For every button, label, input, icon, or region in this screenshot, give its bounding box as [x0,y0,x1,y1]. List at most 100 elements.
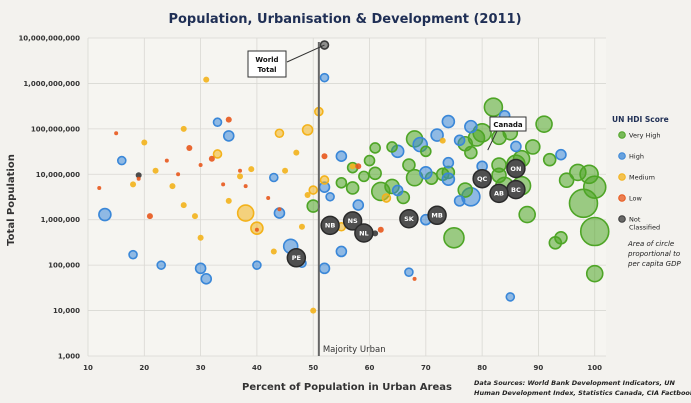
data-points [97,40,610,314]
y-tick-label: 100,000 [48,262,80,270]
data-point-very-high [542,152,557,167]
data-point-medium [282,167,289,174]
x-tick-label: 50 [308,364,318,372]
data-point-low [114,131,119,136]
province-marker [472,168,492,189]
world-total-leader [286,44,325,63]
y-tick-label: 1,000 [58,353,80,361]
province-label: AB [494,190,504,198]
legend-swatch [618,215,626,223]
x-tick-label: 90 [534,364,544,372]
legend-swatch [618,131,626,139]
legend-swatch [618,173,626,181]
majority-urban-line: Majority Urban [317,42,386,356]
plot-background [88,38,606,356]
data-point-high [200,273,213,285]
data-point-medium [237,173,244,180]
province-label: PE [292,254,301,262]
legend-label: Medium [629,173,655,181]
data-point-medium [197,234,204,241]
data-point-medium [203,76,210,83]
canada-leader [487,130,498,151]
data-point-high [453,195,466,207]
data-point-high [352,199,365,211]
data-point-high [505,292,516,302]
data-point-very-high [335,176,348,189]
legend-note-line-1: Area of circle [627,240,674,248]
data-point-medium [381,193,392,203]
legend-label: Very High [629,131,660,139]
data-point-low [277,207,282,212]
y-tick-label: 10,000,000 [36,171,80,179]
legend-swatch [618,152,626,160]
province-markers: ON QC BC AB MB SK NS NB NL PE [286,158,526,268]
data-point-low [321,153,328,160]
data-point-low [208,155,215,162]
world-total-line-2: Total [257,66,276,74]
data-point-medium [180,125,187,132]
data-point-high [98,207,112,222]
data-point-high [335,150,348,163]
legend-title: UN HDI Score [612,115,669,124]
data-point-high [419,165,433,180]
data-point-very-high [525,139,541,155]
data-point-very-high [585,264,604,283]
canada-label: Canada [493,121,523,129]
legend: UN HDI Score Very High High Medium Low Not Cl… [612,115,681,268]
data-point-medium [191,213,198,220]
chart-title: Population, Urbanisation & Development (… [168,12,521,27]
data-point-high [555,148,567,161]
data-point-low [97,185,102,190]
province-label: QC [477,175,488,183]
province-label: SK [404,215,415,223]
data-point-medium [274,128,285,139]
data-point-high [156,260,166,270]
province-label: NS [348,217,358,225]
x-tick-label: 40 [252,364,262,372]
data-point-medium [169,183,176,190]
data-point-high [212,117,223,128]
data-point-not-classified [372,230,379,237]
data-point-high [319,72,330,83]
data-point-low [266,196,271,201]
data-point-low [355,163,362,170]
province-label: ON [510,165,521,173]
data-point-medium [225,197,232,204]
world-total-line-1: World [255,56,278,64]
data-point-low [254,227,259,232]
legend-label: Not Classified [629,215,660,231]
x-tick-label: 70 [421,364,431,372]
data-point-medium [130,181,137,188]
data-point-medium [304,191,311,198]
data-point-medium [439,137,446,144]
legend-label-line: Not [629,215,641,223]
data-point-very-high [306,199,321,213]
data-point-low [412,276,417,281]
x-tick-labels: 10 20 30 40 50 60 70 80 90 100 [83,364,602,372]
data-point-low [136,176,141,181]
province-label: NL [359,229,369,237]
x-tick-label: 20 [139,364,149,372]
data-point-very-high [358,170,370,183]
province-marker [320,215,340,236]
data-point-very-high [457,182,474,198]
data-point-low [243,184,248,189]
data-point-very-high [386,141,398,153]
data-point-high [116,155,127,166]
data-point-medium [293,149,300,156]
data-point-medium [301,124,314,136]
data-point-high [194,262,207,275]
world-total-box [247,50,287,78]
data-point-high [441,114,456,129]
data-point-medium [236,204,255,222]
x-tick-label: 100 [587,364,602,372]
province-marker [399,209,419,229]
legend-label: High [629,152,644,160]
data-point-very-high [558,172,575,189]
data-point-high [510,140,522,153]
province-label: MB [431,212,442,220]
data-point-very-high [491,167,507,184]
province-marker [427,205,447,226]
y-tick-label: 10,000 [53,307,80,315]
province-marker [506,158,526,179]
